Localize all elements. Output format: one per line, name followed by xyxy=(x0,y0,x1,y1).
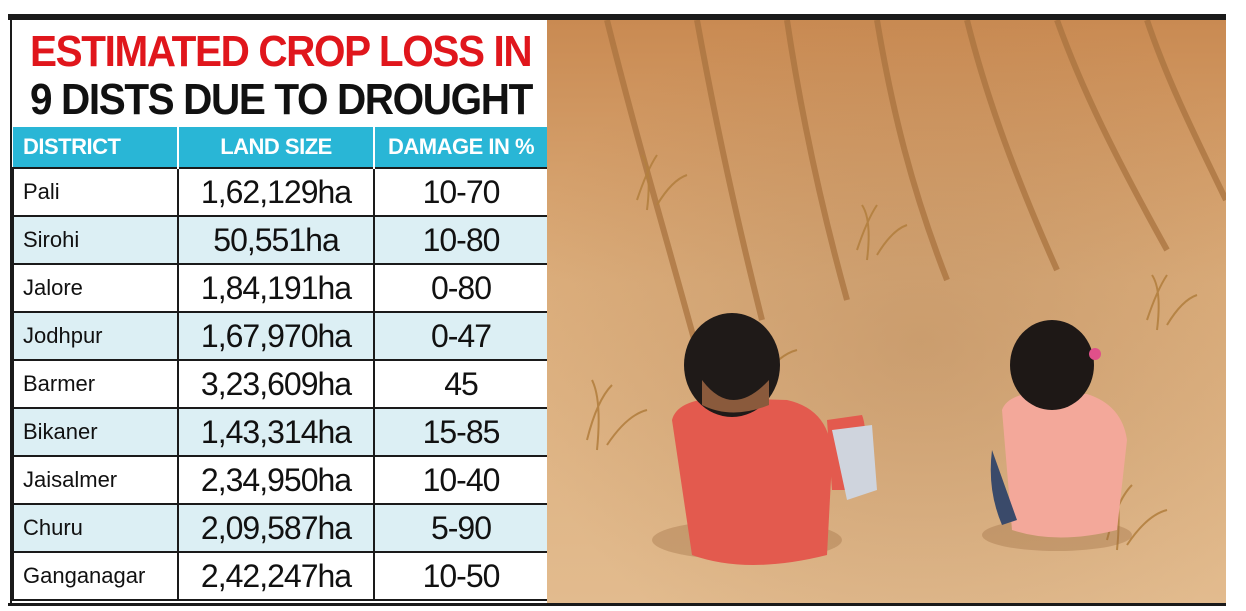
table-row: Pali 1,62,129ha 10-70 xyxy=(12,167,549,217)
district-cell: Ganganagar xyxy=(12,551,179,601)
damage-cell: 0-80 xyxy=(373,263,549,313)
boy-figure xyxy=(652,313,877,565)
table-row: Jaisalmer 2,34,950ha 10-40 xyxy=(12,455,549,505)
land-size-cell: 2,42,247ha xyxy=(177,551,375,601)
drought-field-photo xyxy=(547,20,1226,605)
district-cell: Jaisalmer xyxy=(12,455,179,505)
land-size-cell: 2,09,587ha xyxy=(177,503,375,553)
column-header-land-size: LAND SIZE xyxy=(178,127,375,168)
district-cell: Barmer xyxy=(12,359,179,409)
damage-cell: 45 xyxy=(373,359,549,409)
land-size-cell: 1,43,314ha xyxy=(177,407,375,457)
land-size-cell: 2,34,950ha xyxy=(177,455,375,505)
headline: ESTIMATED CROP LOSS IN 9 DISTS DUE TO DR… xyxy=(12,20,547,126)
district-cell: Jalore xyxy=(12,263,179,313)
column-header-district: DISTRICT xyxy=(13,127,179,168)
table-row: Churu 2,09,587ha 5-90 xyxy=(12,503,549,553)
district-cell: Jodhpur xyxy=(12,311,179,361)
damage-cell: 10-40 xyxy=(373,455,549,505)
crop-loss-table: DISTRICT LAND SIZE DAMAGE IN % Pali 1,62… xyxy=(12,127,549,601)
table-row: Jodhpur 1,67,970ha 0-47 xyxy=(12,311,549,361)
damage-cell: 10-70 xyxy=(373,167,549,217)
headline-line-1: ESTIMATED CROP LOSS IN xyxy=(30,27,533,76)
girl-figure xyxy=(982,320,1132,551)
column-header-damage: DAMAGE IN % xyxy=(374,127,549,168)
table-row: Bikaner 1,43,314ha 15-85 xyxy=(12,407,549,457)
land-size-cell: 3,23,609ha xyxy=(177,359,375,409)
land-size-cell: 1,62,129ha xyxy=(177,167,375,217)
top-divider xyxy=(8,14,1226,20)
table-row: Jalore 1,84,191ha 0-80 xyxy=(12,263,549,313)
table-row: Ganganagar 2,42,247ha 10-50 xyxy=(12,551,549,601)
land-size-cell: 1,67,970ha xyxy=(177,311,375,361)
damage-cell: 10-50 xyxy=(373,551,549,601)
district-cell: Pali xyxy=(12,167,179,217)
table-row: Barmer 3,23,609ha 45 xyxy=(12,359,549,409)
damage-cell: 10-80 xyxy=(373,215,549,265)
headline-line-2: 9 DISTS DUE TO DROUGHT xyxy=(30,75,533,124)
district-cell: Churu xyxy=(12,503,179,553)
drought-field-children-photo-icon xyxy=(547,20,1226,605)
crop-loss-panel: ESTIMATED CROP LOSS IN 9 DISTS DUE TO DR… xyxy=(10,20,549,605)
district-cell: Sirohi xyxy=(12,215,179,265)
land-size-cell: 50,551ha xyxy=(177,215,375,265)
table-header-row: DISTRICT LAND SIZE DAMAGE IN % xyxy=(13,127,549,168)
damage-cell: 5-90 xyxy=(373,503,549,553)
damage-cell: 0-47 xyxy=(373,311,549,361)
bottom-divider xyxy=(8,603,1226,606)
table-row: Sirohi 50,551ha 10-80 xyxy=(12,215,549,265)
damage-cell: 15-85 xyxy=(373,407,549,457)
district-cell: Bikaner xyxy=(12,407,179,457)
land-size-cell: 1,84,191ha xyxy=(177,263,375,313)
